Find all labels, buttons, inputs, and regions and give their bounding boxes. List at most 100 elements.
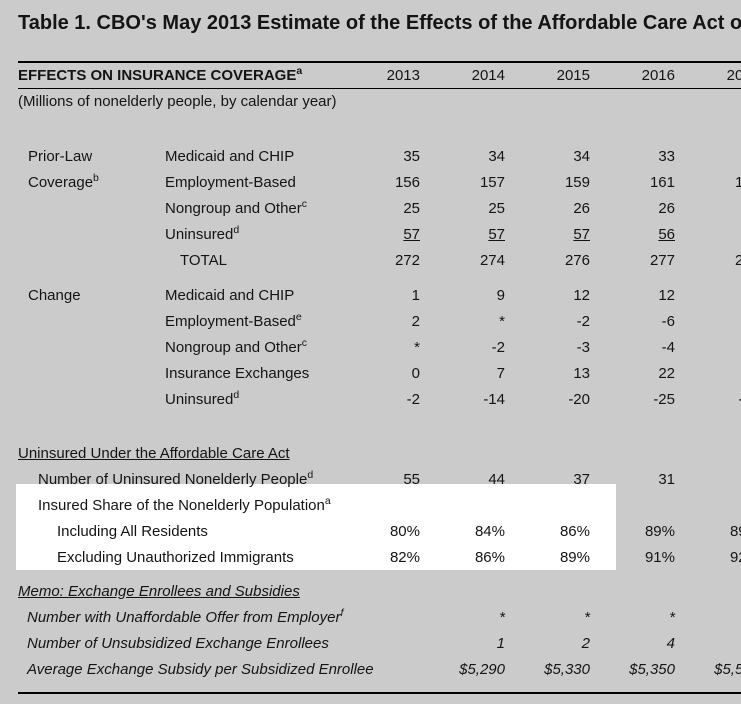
table-row: Uninsuredd -2 -14 -20 -25 -26	[18, 387, 741, 413]
table-row-subtotal: Uninsuredd 57 57 57 56 56	[18, 222, 741, 248]
value-cell-2017: 92%	[729, 549, 741, 566]
row-label-text: Number of Unsubsidized Exchange Enrollee…	[27, 635, 329, 652]
table-row: Insured Share of the Nonelderly Populati…	[18, 493, 741, 519]
value-cell-2017: 24	[675, 361, 741, 387]
value-cell-2016: 56	[658, 226, 675, 243]
row-label: Average Exchange Subsidy per Subsidized …	[18, 657, 374, 683]
footnote-marker: f	[340, 607, 344, 619]
value-cell-2015: 13	[573, 365, 590, 382]
value-cell-2013: *	[414, 339, 420, 356]
year-column-header: 2017	[726, 67, 741, 84]
group-label: Change	[18, 283, 128, 309]
value-cell-2013: 55	[403, 471, 420, 488]
spacer	[18, 274, 741, 283]
row-label-text: TOTAL	[180, 252, 227, 269]
value-cell-2015: -3	[576, 339, 590, 356]
row-label-text: Employment-Based	[165, 174, 296, 191]
value-cell-2016: 91%	[644, 549, 675, 566]
value-cell-2016: 26	[658, 200, 675, 217]
row-label: Insured Share of the Nonelderly Populati…	[18, 493, 335, 519]
row-label: Medicaid and CHIP	[128, 144, 335, 170]
value-cell-2014: 34	[488, 148, 505, 165]
row-label-text: Uninsured	[165, 226, 234, 243]
value-cell-2015: -2	[576, 313, 590, 330]
value-cell-2013: 0	[411, 365, 420, 382]
row-label: Number of Unsubsidized Exchange Enrollee…	[18, 631, 335, 657]
value-cell-2017: 278	[734, 252, 741, 269]
group-label-text: Coverage	[28, 174, 94, 191]
table-row: Change Medicaid and CHIP 1 9 12 12 13	[18, 283, 741, 309]
value-cell-2014: 1	[496, 635, 505, 652]
year-column-header: 2016	[641, 67, 675, 84]
value-cell-2016: 277	[649, 252, 675, 269]
table-row: Insurance Exchanges 0 7 13 22 24	[18, 361, 741, 387]
group-label	[18, 361, 128, 387]
row-label-text: Medicaid and CHIP	[165, 287, 295, 304]
section-heading: Uninsured Under the Affordable Care Act	[18, 445, 290, 462]
table-row: Prior-Law Medicaid and CHIP 35 34 34 33 …	[18, 144, 741, 170]
spacer	[18, 571, 741, 579]
table-row: Number with Unaffordable Offer from Empl…	[18, 605, 741, 631]
column-header-label: EFFECTS ON INSURANCE COVERAGEa	[18, 65, 335, 84]
table-row: Employment-Basede 2 * -2 -6 -7	[18, 309, 741, 335]
table-header-row: EFFECTS ON INSURANCE COVERAGEa 2013 2014…	[18, 61, 741, 89]
footnote-marker: e	[295, 311, 302, 323]
value-cell-2017: 30	[675, 467, 741, 493]
value-cell-2013: 80%	[389, 523, 420, 540]
row-label: Number with Unaffordable Offer from Empl…	[18, 605, 343, 631]
value-cell-2013: 1	[411, 287, 420, 304]
value-cell-2016: 89%	[644, 523, 675, 540]
footnote-marker: a	[324, 495, 331, 507]
row-label-text: Number of Uninsured Nonelderly People	[38, 471, 308, 488]
footnote-marker: d	[307, 469, 314, 481]
value-cell-2013	[335, 605, 420, 631]
value-cell-2014: 9	[496, 287, 505, 304]
table-row: Average Exchange Subsidy per Subsidized …	[18, 657, 741, 683]
value-cell-2017: -5	[675, 335, 741, 361]
table-title: Table 1. CBO's May 2013 Estimate of the …	[18, 12, 741, 34]
value-cell-2015: -20	[568, 391, 590, 408]
spacer	[18, 115, 741, 144]
footnote-marker: a	[296, 65, 303, 77]
value-cell-2015	[505, 493, 590, 519]
spacer	[18, 683, 741, 692]
section-heading-row: Uninsured Under the Affordable Care Act	[18, 441, 741, 467]
spacer	[18, 413, 741, 441]
row-label: TOTAL	[128, 248, 335, 274]
table-row: Number of Unsubsidized Exchange Enrollee…	[18, 631, 741, 657]
table-row: Including All Residents 80% 84% 86% 89% …	[18, 519, 741, 545]
value-cell-2014: 274	[479, 252, 505, 269]
value-cell-2017: 26	[675, 196, 741, 222]
highlight-box	[16, 484, 616, 570]
value-cell-2017: 163	[734, 174, 741, 191]
table-row: Excluding Unauthorized Immigrants 82% 86…	[18, 545, 741, 571]
value-cell-2014: -2	[491, 339, 505, 356]
table: EFFECTS ON INSURANCE COVERAGEa 2013 2014…	[18, 61, 741, 694]
memo-heading-row: Memo: Exchange Enrollees and Subsidies	[18, 579, 741, 605]
row-label-text: Insured Share of the Nonelderly Populati…	[38, 497, 325, 514]
footnote-marker: b	[93, 172, 99, 184]
value-cell-2016: -6	[661, 313, 675, 330]
value-cell-2016: *	[669, 609, 675, 626]
group-label	[18, 196, 128, 222]
group-label	[18, 387, 128, 413]
table-row: Nongroup and Otherc 25 25 26 26 26	[18, 196, 741, 222]
value-cell-2013: 82%	[389, 549, 420, 566]
value-cell-2013	[335, 493, 420, 519]
value-cell-2017	[675, 493, 741, 519]
year-column-header: 2013	[386, 67, 420, 84]
value-cell-2017: 89%	[729, 523, 741, 540]
value-cell-2013: 156	[394, 174, 420, 191]
value-cell-2015: 57	[573, 226, 590, 243]
value-cell-2015: $5,330	[544, 661, 590, 678]
table-units-note: (Millions of nonelderly people, by calen…	[18, 93, 337, 110]
row-label: Uninsuredd	[128, 387, 335, 413]
footnote-marker: c	[301, 198, 308, 210]
value-cell-2016: 12	[658, 287, 675, 304]
group-label: Prior-Law	[18, 144, 128, 170]
value-cell-2016: -25	[653, 391, 675, 408]
value-cell-2015: 34	[573, 148, 590, 165]
value-cell-2014: -14	[483, 391, 505, 408]
row-label: Medicaid and CHIP	[128, 283, 335, 309]
